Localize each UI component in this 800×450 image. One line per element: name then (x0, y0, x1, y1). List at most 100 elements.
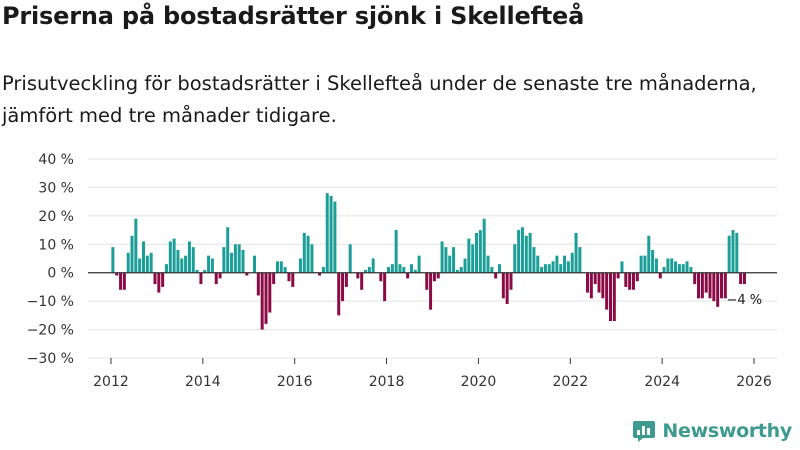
bar (432, 272, 436, 282)
bar (356, 272, 360, 279)
bar (111, 247, 115, 273)
bar (157, 272, 161, 293)
bar (283, 267, 287, 273)
bar (543, 264, 547, 273)
bar (379, 272, 383, 282)
bar (233, 244, 237, 273)
bar (207, 255, 211, 273)
bar (115, 272, 119, 276)
bar (494, 272, 498, 279)
bar (413, 269, 417, 273)
y-tick-label: 30 % (38, 180, 74, 196)
bar (723, 272, 727, 299)
bar (685, 261, 689, 273)
bar (409, 264, 413, 273)
bar (662, 267, 666, 273)
bar (310, 244, 314, 273)
bar (463, 258, 467, 273)
bar (268, 272, 272, 313)
bar (279, 261, 283, 273)
bar (716, 272, 720, 307)
bar (184, 255, 188, 273)
bar (589, 272, 593, 299)
axes (88, 272, 777, 364)
bar (298, 258, 302, 273)
bar (187, 241, 191, 273)
bar (501, 272, 505, 299)
y-tick-label: −20 % (27, 323, 74, 339)
bar (149, 252, 153, 273)
x-tick-label: 2026 (736, 374, 772, 390)
bar (417, 255, 421, 273)
bar (180, 258, 184, 273)
bar (731, 230, 735, 273)
tick-labels: 40 % 30 % 20 % 10 % 0 % −10 % −20 % −30 % 2012 20… (27, 152, 772, 390)
bar (440, 241, 444, 273)
bar (245, 272, 249, 276)
bar (712, 272, 716, 302)
bar (275, 261, 279, 273)
y-tick-label: −30 % (27, 351, 74, 367)
bar (666, 258, 670, 273)
bar (700, 272, 704, 299)
bar (214, 272, 218, 285)
newsworthy-logo: Newsworthy (632, 419, 792, 443)
bar (383, 272, 387, 302)
bar (191, 247, 195, 273)
bar (601, 272, 605, 299)
bar (520, 227, 524, 273)
bar (647, 235, 651, 273)
bar (161, 272, 165, 287)
newsworthy-logo-icon (633, 421, 656, 442)
bar (386, 267, 390, 273)
bar (122, 272, 126, 290)
bar (402, 267, 406, 273)
bar (570, 252, 574, 273)
bar (364, 269, 368, 273)
bar (218, 272, 222, 279)
bar (670, 258, 674, 273)
bar (620, 261, 624, 273)
bar (448, 255, 452, 273)
bar (505, 272, 509, 304)
bar (578, 247, 582, 273)
bar (528, 232, 532, 273)
bar (264, 272, 268, 324)
bar (654, 258, 658, 273)
bar (536, 255, 540, 273)
x-tick-label: 2016 (277, 374, 313, 390)
bar (593, 272, 597, 285)
bar (241, 249, 245, 273)
bar (616, 272, 620, 279)
bar (237, 244, 241, 273)
bar (341, 272, 345, 302)
bar (371, 258, 375, 273)
bar (609, 272, 612, 322)
bar (586, 272, 590, 293)
bar (486, 255, 490, 273)
y-tick-label: 20 % (38, 209, 74, 225)
bar (559, 264, 563, 273)
bar (333, 201, 337, 273)
bar (566, 261, 570, 273)
bar (142, 241, 145, 273)
bar (735, 232, 739, 273)
bar (398, 264, 402, 273)
bar (256, 272, 260, 296)
bar (444, 247, 448, 273)
bar (605, 272, 609, 310)
bar (482, 218, 486, 273)
bar (337, 272, 341, 316)
bar (329, 195, 333, 273)
bar (172, 238, 176, 273)
bar (612, 272, 616, 322)
bar (574, 232, 578, 273)
bar (226, 227, 230, 273)
bar (631, 272, 635, 290)
bar (643, 255, 647, 273)
bar (406, 272, 410, 279)
bar (348, 244, 352, 273)
x-tick-label: 2020 (461, 374, 497, 390)
y-tick-label: 10 % (38, 237, 74, 253)
bar (459, 267, 463, 273)
